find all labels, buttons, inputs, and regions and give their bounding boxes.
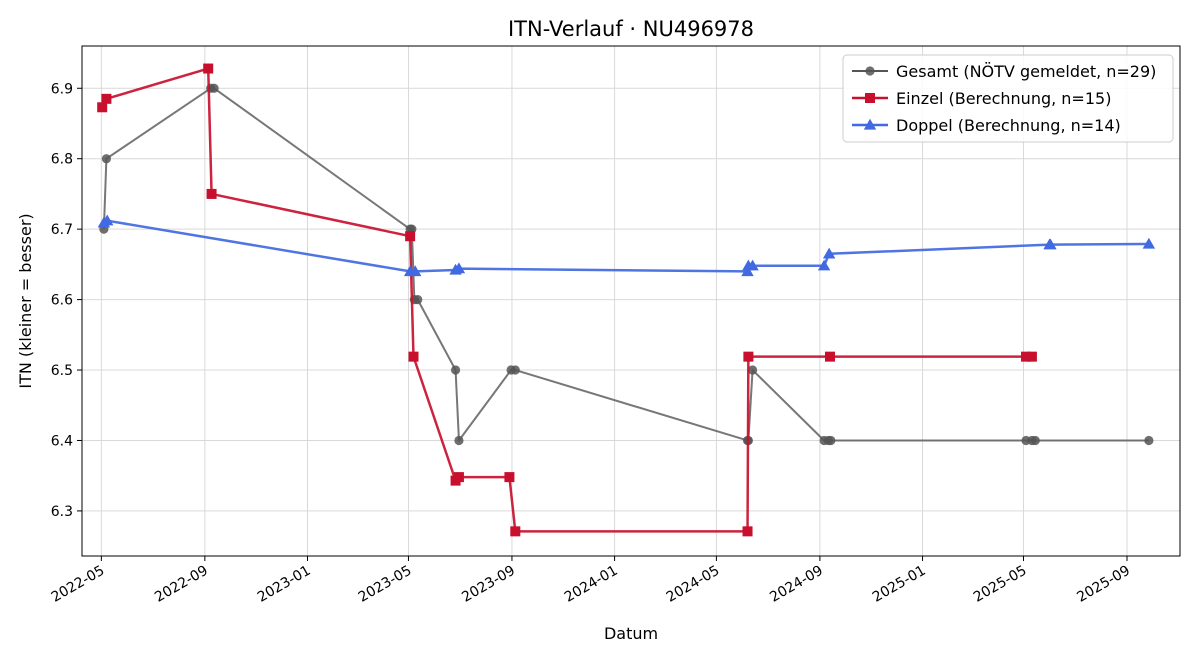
data-point — [1021, 351, 1032, 362]
data-point — [510, 365, 520, 375]
legend-label: Doppel (Berechnung, n=14) — [896, 116, 1121, 135]
data-point — [817, 259, 831, 271]
data-point — [454, 435, 464, 446]
x-tick-label: 2022-05 — [49, 563, 108, 606]
data-point — [826, 435, 836, 446]
series-doppel — [97, 214, 1156, 277]
data-point — [453, 472, 464, 483]
x-tick-label: 2025-05 — [971, 563, 1030, 606]
data-point — [747, 365, 758, 375]
x-tick-label: 2023-01 — [255, 563, 314, 606]
legend-item: Doppel (Berechnung, n=14) — [852, 116, 1121, 135]
data-point — [101, 93, 112, 104]
data-point — [1044, 238, 1057, 250]
legend-item: Gesamt (NÖTV gemeldet, n=29) — [852, 62, 1156, 81]
data-point — [1144, 435, 1154, 446]
y-tick-label: 6.6 — [51, 293, 73, 309]
data-point — [452, 262, 466, 274]
data-point — [101, 214, 114, 226]
y-tick-label: 6.4 — [51, 433, 73, 449]
plot-frame — [81, 45, 1181, 557]
data-point — [510, 526, 521, 537]
data-point — [413, 294, 423, 305]
legend-marker — [865, 66, 875, 76]
y-tick-label: 6.3 — [51, 504, 73, 520]
y-tick-label: 6.9 — [51, 81, 73, 97]
y-tick-label: 6.7 — [51, 222, 73, 238]
x-tick-label: 2023-09 — [459, 563, 518, 606]
x-tick-label: 2024-01 — [562, 563, 621, 606]
data-point — [742, 526, 753, 537]
x-tick-label: 2023-05 — [356, 563, 415, 606]
data-point — [405, 231, 416, 242]
legend-label: Gesamt (NÖTV gemeldet, n=29) — [896, 62, 1156, 81]
x-axis-label: Datum — [604, 624, 658, 643]
data-point — [209, 83, 219, 93]
data-point — [450, 365, 461, 375]
data-point — [743, 351, 754, 362]
series-layer — [97, 63, 1156, 537]
data-point — [206, 188, 217, 199]
data-point — [101, 154, 111, 164]
x-tick-label: 2024-05 — [664, 563, 723, 606]
series-line — [103, 219, 1149, 273]
y-axis: 6.3 6.4 6.5 6.6 6.7 6.8 6.9 — [51, 81, 82, 520]
data-point — [408, 351, 419, 362]
y-tick-label: 6.8 — [51, 152, 73, 168]
data-point — [97, 102, 108, 113]
data-point — [824, 351, 835, 362]
x-axis: 2022-05 2022-09 2023-01 2023-05 2023-09 2024-… — [49, 556, 1133, 606]
chart-title: ITN-Verlauf · NU496978 — [508, 17, 754, 41]
data-point — [408, 265, 422, 277]
data-point — [741, 265, 754, 277]
x-tick-label: 2022-09 — [152, 563, 211, 606]
data-point — [504, 472, 515, 483]
legend-label: Einzel (Berechnung, n=15) — [896, 89, 1111, 108]
x-tick-label: 2025-01 — [870, 563, 929, 606]
y-axis-label: ITN (kleiner = besser) — [16, 213, 35, 388]
legend: Gesamt (NÖTV gemeldet, n=29) Einzel (Bere… — [842, 54, 1174, 143]
legend-item: Einzel (Berechnung, n=15) — [852, 89, 1111, 108]
data-point — [746, 259, 759, 271]
data-point — [1030, 435, 1040, 446]
y-tick-label: 6.5 — [51, 363, 73, 379]
data-point — [822, 247, 836, 259]
data-point — [1142, 237, 1156, 249]
data-point — [203, 63, 214, 74]
series-einzel — [97, 63, 1037, 537]
x-tick-label: 2024-09 — [767, 563, 826, 606]
legend-marker — [865, 93, 875, 103]
legend-marker — [863, 118, 877, 130]
data-point — [1026, 351, 1037, 362]
x-tick-label: 2025-09 — [1074, 563, 1133, 606]
legend-box — [842, 54, 1174, 143]
